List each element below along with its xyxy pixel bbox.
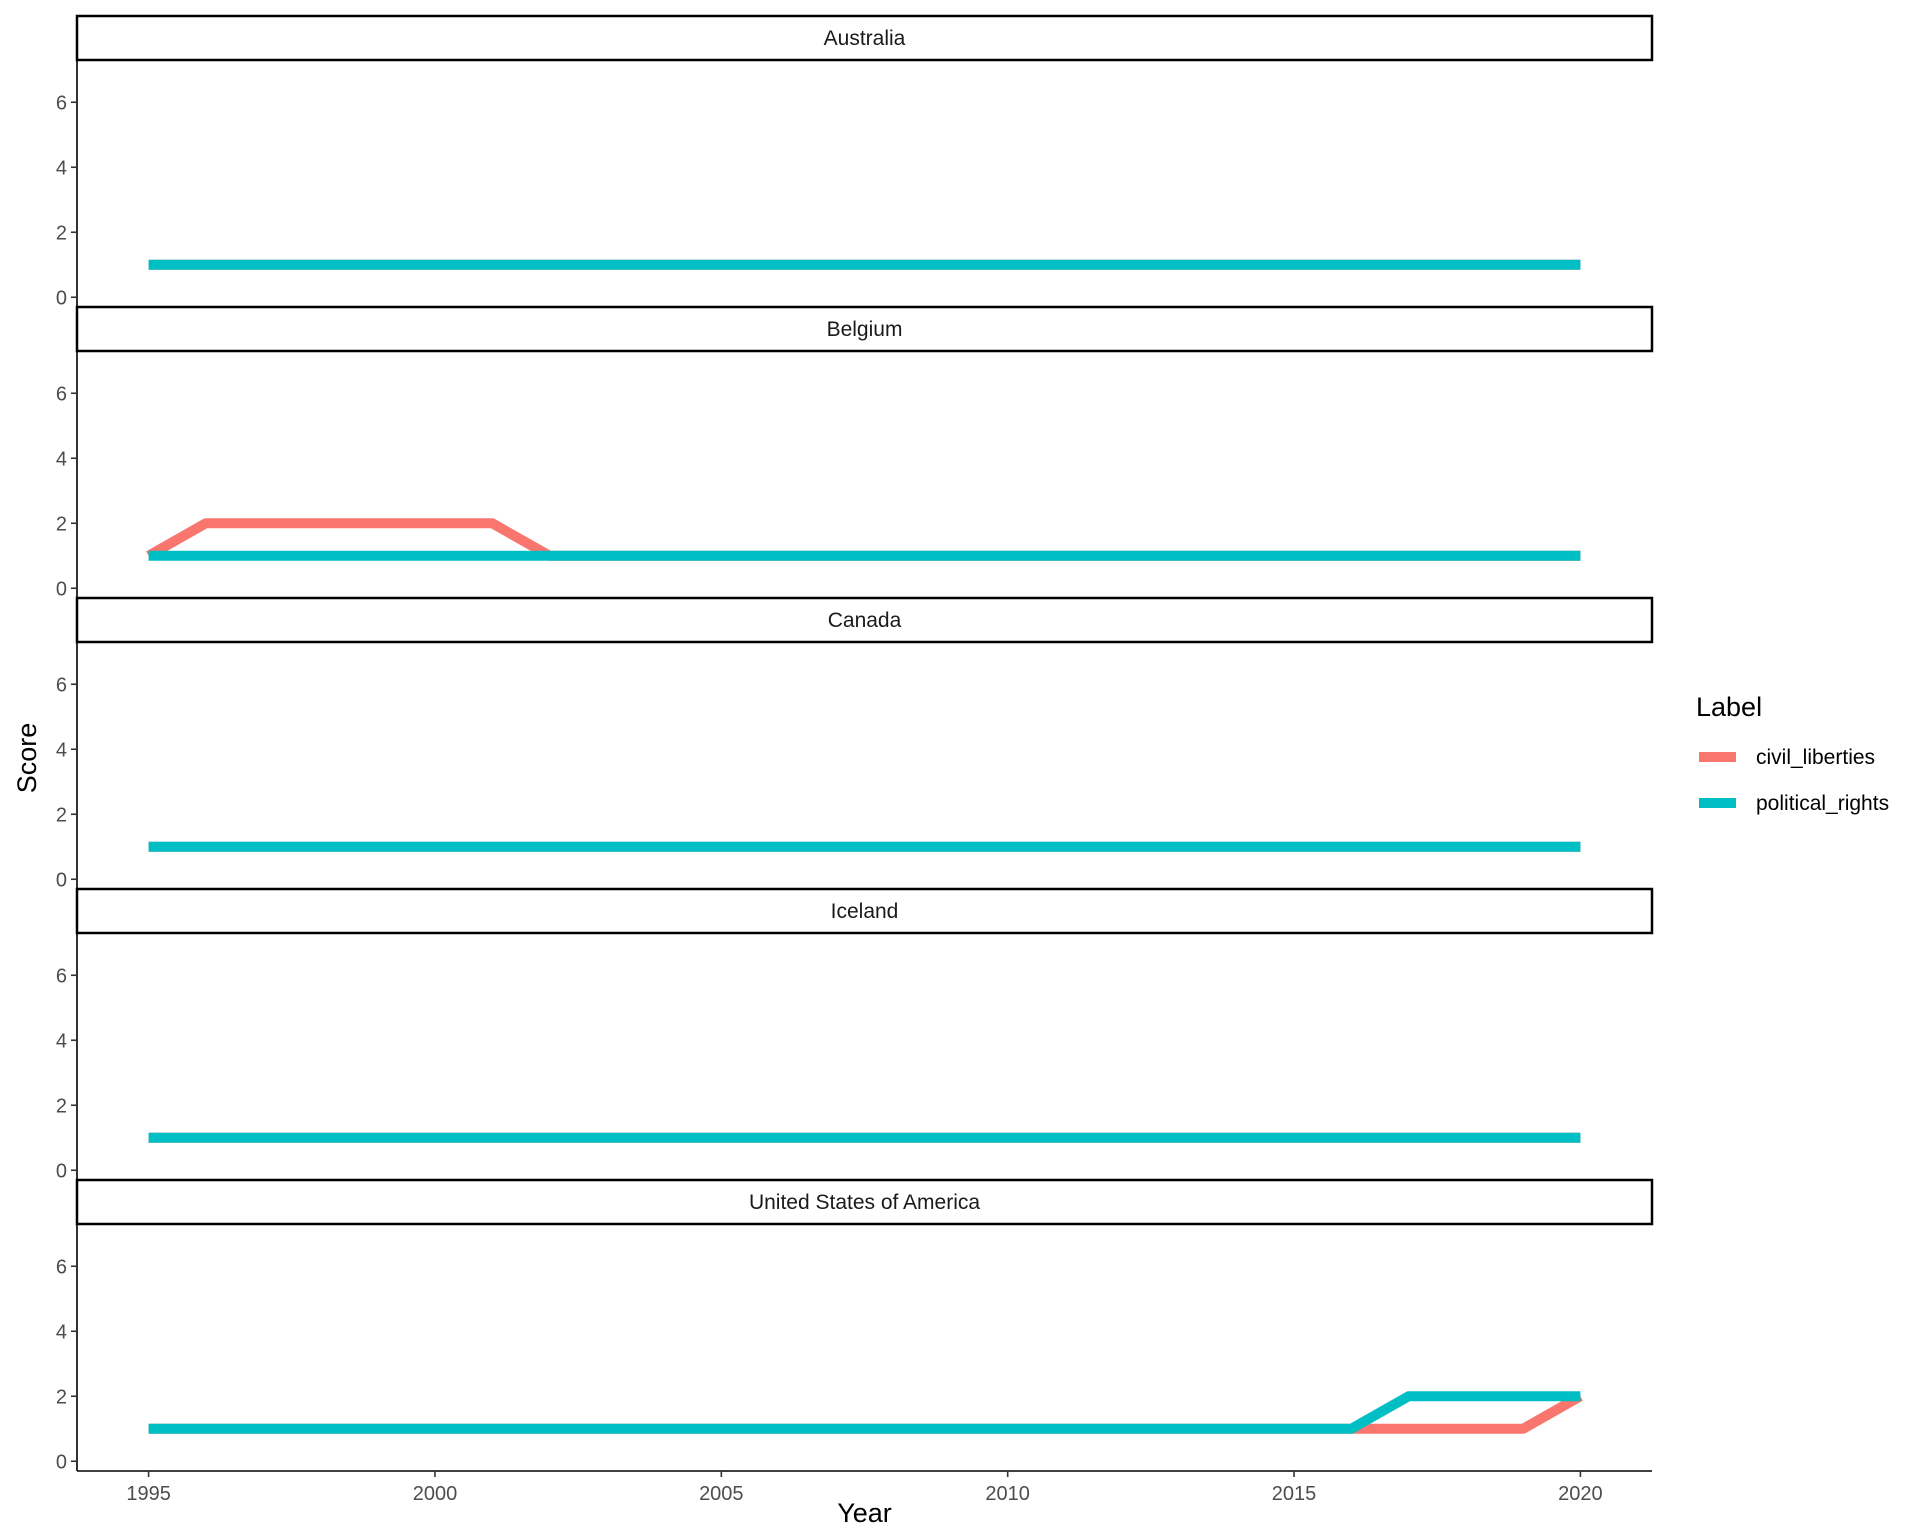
y-tick-label: 0 — [56, 1451, 67, 1473]
y-tick-label: 2 — [56, 1095, 67, 1117]
x-tick-label: 1995 — [126, 1483, 171, 1505]
x-tick-label: 2020 — [1558, 1483, 1603, 1505]
legend: Label civil_liberties political_rights — [1696, 692, 1889, 815]
facet-canada: Canada 0 2 4 6 — [56, 596, 1654, 891]
x-axis: 1995 2000 2005 2010 2015 2020 — [77, 1470, 1652, 1505]
y-tick-label: 2 — [56, 513, 67, 535]
facet-strip-united-states-of-america — [75, 1178, 1654, 1226]
facet-strip-canada — [75, 596, 1654, 644]
x-tick-label: 2000 — [413, 1483, 458, 1505]
y-axis-title: Score — [12, 723, 42, 794]
facet-strip-belgium — [75, 305, 1654, 353]
facet-belgium: Belgium 0 2 4 6 — [56, 305, 1654, 600]
y-tick-label: 2 — [56, 804, 67, 826]
facet-strip-australia — [75, 14, 1654, 62]
facet-title: Belgium — [827, 318, 903, 341]
x-tick-label: 2015 — [1272, 1483, 1317, 1505]
y-tick-label: 2 — [56, 222, 67, 244]
y-tick-label: 4 — [56, 157, 67, 179]
facet-title: Australia — [824, 27, 906, 50]
x-tick-label: 2010 — [985, 1483, 1030, 1505]
y-tick-label: 4 — [56, 739, 67, 761]
facet-strip-iceland — [75, 887, 1654, 935]
legend-label: political_rights — [1756, 792, 1889, 815]
facet-panels: Australia0246Belgium0246Canada0246Icelan… — [56, 14, 1654, 1473]
y-tick-label: 2 — [56, 1386, 67, 1408]
x-axis-title: Year — [837, 1498, 892, 1528]
y-tick-label: 0 — [56, 1160, 67, 1182]
facet-united-states-of-america: United States of America 0 2 4 6 — [56, 1178, 1654, 1473]
y-tick-label: 0 — [56, 869, 67, 891]
legend-label: civil_liberties — [1756, 746, 1875, 769]
y-tick-label: 0 — [56, 578, 67, 600]
y-tick-label: 6 — [56, 965, 67, 987]
legend-title: Label — [1696, 692, 1762, 722]
facet-title: Canada — [828, 609, 902, 632]
y-tick-label: 6 — [56, 1256, 67, 1278]
y-tick-label: 0 — [56, 287, 67, 309]
y-tick-label: 4 — [56, 1030, 67, 1052]
legend-item-civil-liberties: civil_liberties — [1699, 746, 1875, 769]
facet-australia: Australia 0 2 4 6 — [56, 14, 1654, 309]
y-tick-label: 4 — [56, 448, 67, 470]
y-tick-label: 6 — [56, 92, 67, 114]
y-tick-label: 4 — [56, 1321, 67, 1343]
facet-title: Iceland — [831, 900, 899, 923]
y-tick-label: 6 — [56, 674, 67, 696]
x-tick-label: 2005 — [699, 1483, 744, 1505]
legend-item-political-rights: political_rights — [1699, 792, 1889, 815]
series-line-political-rights — [148, 1391, 1581, 1434]
facet-title: United States of America — [749, 1191, 980, 1214]
y-tick-label: 6 — [56, 383, 67, 405]
facet-iceland: Iceland 0 2 4 6 — [56, 887, 1654, 1182]
